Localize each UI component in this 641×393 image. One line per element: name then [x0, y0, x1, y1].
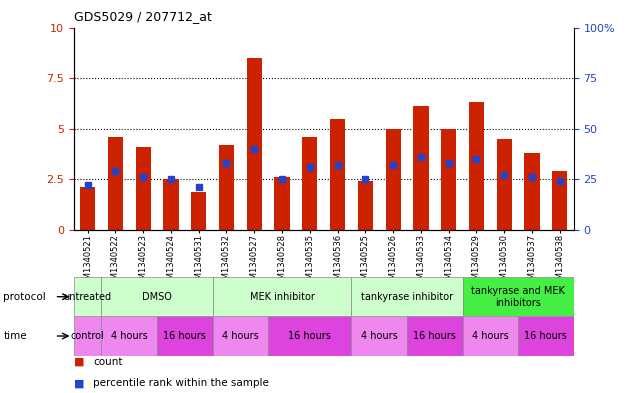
Bar — [74, 316, 101, 356]
Text: 16 hours: 16 hours — [524, 331, 567, 341]
Bar — [407, 316, 463, 356]
Text: GDS5029 / 207712_at: GDS5029 / 207712_at — [74, 10, 212, 23]
Bar — [80, 187, 96, 230]
Bar — [497, 139, 512, 230]
Text: ■: ■ — [74, 378, 84, 388]
Text: 4 hours: 4 hours — [361, 331, 397, 341]
Bar — [157, 316, 213, 356]
Text: time: time — [3, 331, 27, 341]
Bar — [385, 129, 401, 230]
Text: MEK inhibitor: MEK inhibitor — [249, 292, 315, 302]
Bar — [191, 193, 206, 230]
Bar — [213, 316, 268, 356]
Text: count: count — [93, 356, 122, 367]
Text: percentile rank within the sample: percentile rank within the sample — [93, 378, 269, 388]
Bar — [302, 137, 317, 230]
Text: tankyrase and MEK
inhibitors: tankyrase and MEK inhibitors — [471, 286, 565, 307]
Bar — [469, 103, 484, 230]
Bar — [358, 181, 373, 230]
Text: 16 hours: 16 hours — [163, 331, 206, 341]
Bar — [351, 277, 463, 316]
Bar — [74, 277, 101, 316]
Text: control: control — [71, 331, 104, 341]
Bar — [463, 277, 574, 316]
Bar — [163, 179, 179, 230]
Bar — [351, 316, 407, 356]
Text: ■: ■ — [74, 356, 84, 367]
Bar — [413, 107, 429, 230]
Text: 4 hours: 4 hours — [472, 331, 509, 341]
Bar — [441, 129, 456, 230]
Bar — [524, 153, 540, 230]
Text: 16 hours: 16 hours — [288, 331, 331, 341]
Text: tankyrase inhibitor: tankyrase inhibitor — [361, 292, 453, 302]
Bar — [247, 58, 262, 230]
Bar — [463, 316, 518, 356]
Bar — [330, 119, 345, 230]
Bar — [213, 277, 351, 316]
Bar — [135, 147, 151, 230]
Bar — [518, 316, 574, 356]
Text: 16 hours: 16 hours — [413, 331, 456, 341]
Text: untreated: untreated — [63, 292, 112, 302]
Text: DMSO: DMSO — [142, 292, 172, 302]
Bar — [101, 316, 157, 356]
Bar — [268, 316, 351, 356]
Bar — [108, 137, 123, 230]
Bar — [219, 145, 234, 230]
Text: protocol: protocol — [3, 292, 46, 302]
Text: 4 hours: 4 hours — [222, 331, 259, 341]
Bar — [101, 277, 213, 316]
Bar — [274, 177, 290, 230]
Bar — [552, 171, 567, 230]
Text: 4 hours: 4 hours — [111, 331, 147, 341]
